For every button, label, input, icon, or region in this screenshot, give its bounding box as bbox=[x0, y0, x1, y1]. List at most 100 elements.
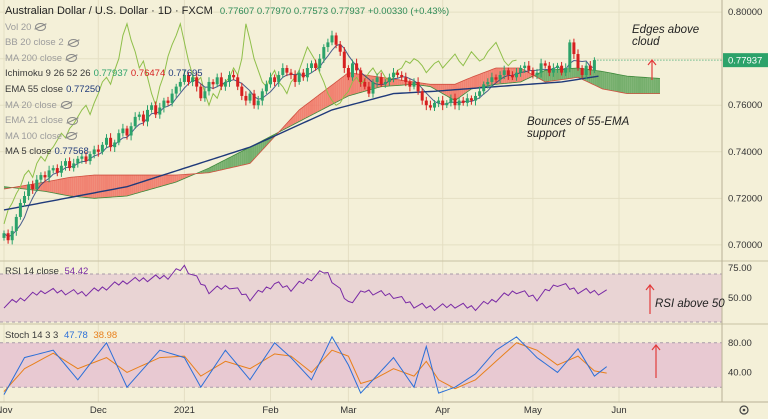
cloud-segment bbox=[172, 175, 175, 184]
candle-body bbox=[469, 98, 473, 101]
cloud-segment bbox=[178, 174, 181, 182]
cloud-segment bbox=[653, 78, 656, 94]
candle-body bbox=[543, 63, 547, 66]
price-tick-label: 0.76000 bbox=[728, 100, 762, 111]
time-tick-label: Feb bbox=[262, 405, 278, 416]
eye-hidden-icon[interactable] bbox=[66, 54, 78, 63]
candle-body bbox=[154, 105, 158, 115]
rsi-tick-label: 75.00 bbox=[728, 263, 752, 274]
cloud-segment bbox=[71, 176, 74, 197]
cloud-segment bbox=[86, 175, 89, 198]
candle-body bbox=[453, 98, 457, 106]
indicator-row[interactable]: Ichimoku 9 26 52 26 0.77937 0.76474 0.77695 bbox=[5, 66, 449, 82]
cloud-segment bbox=[297, 109, 300, 123]
candle-body bbox=[465, 98, 469, 103]
indicator-row[interactable]: MA 100 close bbox=[5, 129, 449, 145]
cloud-segment bbox=[122, 175, 125, 197]
candle-body bbox=[137, 114, 141, 117]
cloud-segment bbox=[284, 123, 287, 129]
cloud-segment bbox=[604, 71, 607, 90]
candle-body bbox=[240, 86, 244, 96]
cloud-segment bbox=[625, 75, 628, 94]
indicator-row[interactable]: Vol 20 bbox=[5, 20, 449, 36]
stoch-k-line bbox=[3, 335, 608, 395]
candle-body bbox=[244, 95, 248, 101]
cloud-segment bbox=[59, 178, 62, 195]
stoch-d-value: 38.98 bbox=[93, 330, 118, 341]
candlestick-series[interactable] bbox=[2, 30, 596, 245]
annotation-edges-above-cloud: Edges above bbox=[632, 24, 699, 36]
indicator-row[interactable]: MA 20 close bbox=[5, 98, 449, 114]
candle-body bbox=[162, 100, 166, 108]
candle-body bbox=[68, 161, 72, 169]
candle-body bbox=[125, 128, 129, 136]
cloud-segment bbox=[42, 182, 45, 192]
cloud-segment bbox=[252, 144, 255, 162]
indicator-row[interactable]: EMA 21 close bbox=[5, 113, 449, 129]
candle-body bbox=[535, 72, 539, 75]
candle-body bbox=[219, 77, 223, 87]
candle-body bbox=[359, 70, 363, 82]
cloud-segment bbox=[619, 74, 622, 93]
cloud-segment bbox=[256, 142, 259, 157]
indicator-row[interactable]: BB 20 close 2 bbox=[5, 35, 449, 51]
candle-body bbox=[449, 98, 453, 103]
eye-hidden-icon[interactable] bbox=[66, 132, 78, 141]
candle-body bbox=[404, 77, 408, 82]
eye-hidden-icon[interactable] bbox=[67, 116, 79, 125]
cloud-segment bbox=[448, 84, 451, 99]
cloud-segment bbox=[479, 73, 482, 88]
candle-body bbox=[133, 116, 137, 127]
cloud-segment bbox=[250, 146, 253, 164]
cloud-segment bbox=[467, 78, 470, 92]
cloud-segment bbox=[223, 159, 226, 170]
settings-gear-icon[interactable] bbox=[739, 405, 749, 415]
indicator-row[interactable]: MA 200 close bbox=[5, 51, 449, 67]
candle-body bbox=[35, 179, 39, 190]
annotation-rsi-above-50: RSI above 50 bbox=[655, 298, 725, 310]
candle-body bbox=[256, 100, 260, 106]
cloud-segment bbox=[627, 76, 630, 94]
candle-body bbox=[445, 102, 449, 106]
candle-body bbox=[531, 70, 535, 75]
cloud-segment bbox=[450, 84, 453, 100]
cloud-segment bbox=[243, 149, 246, 165]
candle-body bbox=[96, 149, 100, 152]
cloud-segment bbox=[139, 175, 142, 193]
cloud-segment bbox=[352, 73, 355, 95]
cloud-segment bbox=[541, 71, 544, 81]
cloud-segment bbox=[206, 168, 209, 173]
cloud-segment bbox=[260, 140, 263, 153]
candle-body bbox=[318, 58, 322, 68]
candle-body bbox=[551, 68, 555, 73]
cloud-segment bbox=[334, 81, 337, 104]
stoch-tick-label: 40.00 bbox=[728, 367, 752, 378]
cloud-segment bbox=[51, 180, 54, 193]
candle-body bbox=[228, 74, 231, 82]
candle-body bbox=[10, 230, 14, 241]
indicator-row[interactable]: EMA 55 close 0.77250 bbox=[5, 82, 449, 98]
candle-body bbox=[182, 74, 186, 82]
cloud-segment bbox=[254, 143, 257, 159]
cloud-segment bbox=[647, 77, 650, 94]
cloud-segment bbox=[496, 68, 499, 85]
eye-hidden-icon[interactable] bbox=[35, 23, 47, 32]
chart-legend: Australian Dollar / U.S. Dollar · 1D · F… bbox=[5, 4, 449, 160]
eye-hidden-icon[interactable] bbox=[60, 101, 72, 110]
candle-body bbox=[55, 168, 59, 173]
cloud-segment bbox=[225, 158, 228, 170]
indicator-row[interactable]: MA 5 close 0.77568 bbox=[5, 144, 449, 160]
symbol-title: Australian Dollar / U.S. Dollar · 1D · F… bbox=[5, 4, 449, 20]
cloud-segment bbox=[53, 180, 56, 194]
cloud-segment bbox=[332, 83, 335, 105]
price-tick-label: 0.74000 bbox=[728, 147, 762, 158]
candle-body bbox=[141, 114, 145, 122]
eye-hidden-icon[interactable] bbox=[67, 38, 79, 47]
cloud-segment bbox=[100, 175, 103, 198]
candle-body bbox=[252, 93, 256, 106]
candle-body bbox=[117, 133, 121, 143]
cloud-segment bbox=[645, 77, 648, 94]
candle-body bbox=[191, 77, 195, 82]
candle-body bbox=[408, 81, 412, 87]
